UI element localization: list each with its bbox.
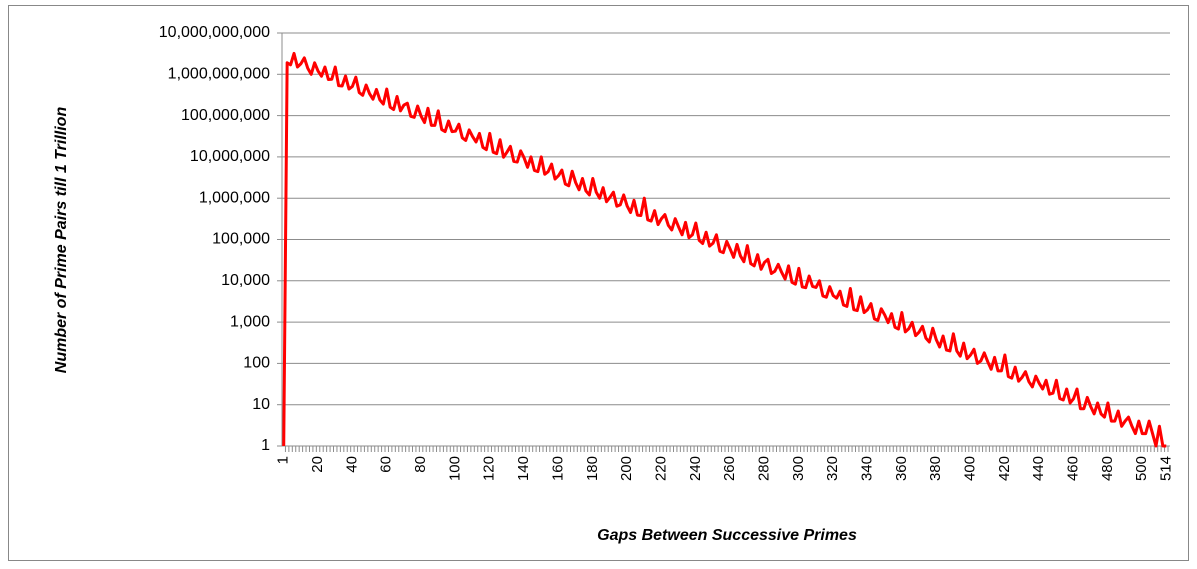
x-tick-label: 220 <box>652 456 669 481</box>
x-tick-label: 460 <box>1065 456 1082 481</box>
y-axis-title: Number of Prime Pairs till 1 Trillion <box>53 107 70 374</box>
x-tick-label: 420 <box>996 456 1013 481</box>
x-tick-label: 260 <box>721 456 738 481</box>
y-tick-label: 10,000,000 <box>190 148 270 165</box>
x-tick-label: 400 <box>962 456 979 481</box>
x-tick-label: 300 <box>790 456 807 481</box>
y-tick-label: 100,000,000 <box>181 107 270 124</box>
x-tick-label: 280 <box>755 456 772 481</box>
chart-border <box>8 5 1189 561</box>
x-tick-label: 1 <box>275 456 292 464</box>
y-tick-label: 10,000 <box>221 272 270 289</box>
x-tick-label: 240 <box>687 456 704 481</box>
y-tick-label: 1,000,000,000 <box>168 66 270 83</box>
x-tick-label: 320 <box>824 456 841 481</box>
x-tick-label: 100 <box>446 456 463 481</box>
x-tick-label: 60 <box>378 456 395 473</box>
x-tick-label: 360 <box>893 456 910 481</box>
x-tick-label: 40 <box>343 456 360 473</box>
x-tick-label: 160 <box>549 456 566 481</box>
y-tick-label: 10,000,000,000 <box>159 24 270 41</box>
y-tick-label: 1 <box>261 437 270 454</box>
y-tick-label: 10 <box>252 396 270 413</box>
y-tick-label: 100 <box>243 355 270 372</box>
x-tick-label: 20 <box>309 456 326 473</box>
x-tick-label: 440 <box>1030 456 1047 481</box>
series-line <box>282 51 1167 448</box>
x-tick-label: 380 <box>927 456 944 481</box>
x-tick-label: 140 <box>515 456 532 481</box>
x-tick-label: 200 <box>618 456 635 481</box>
x-tick-label: 180 <box>584 456 601 481</box>
x-tick-label: 480 <box>1099 456 1116 481</box>
x-tick-label: 120 <box>481 456 498 481</box>
y-tick-label: 1,000,000 <box>199 189 270 206</box>
x-tick-label: 514 <box>1157 456 1174 481</box>
x-tick-label: 80 <box>412 456 429 473</box>
y-tick-label: 100,000 <box>212 231 270 248</box>
x-tick-label: 500 <box>1133 456 1150 481</box>
x-tick-label: 340 <box>858 456 875 481</box>
x-axis-title: Gaps Between Successive Primes <box>597 527 857 544</box>
y-tick-label: 1,000 <box>230 313 270 330</box>
